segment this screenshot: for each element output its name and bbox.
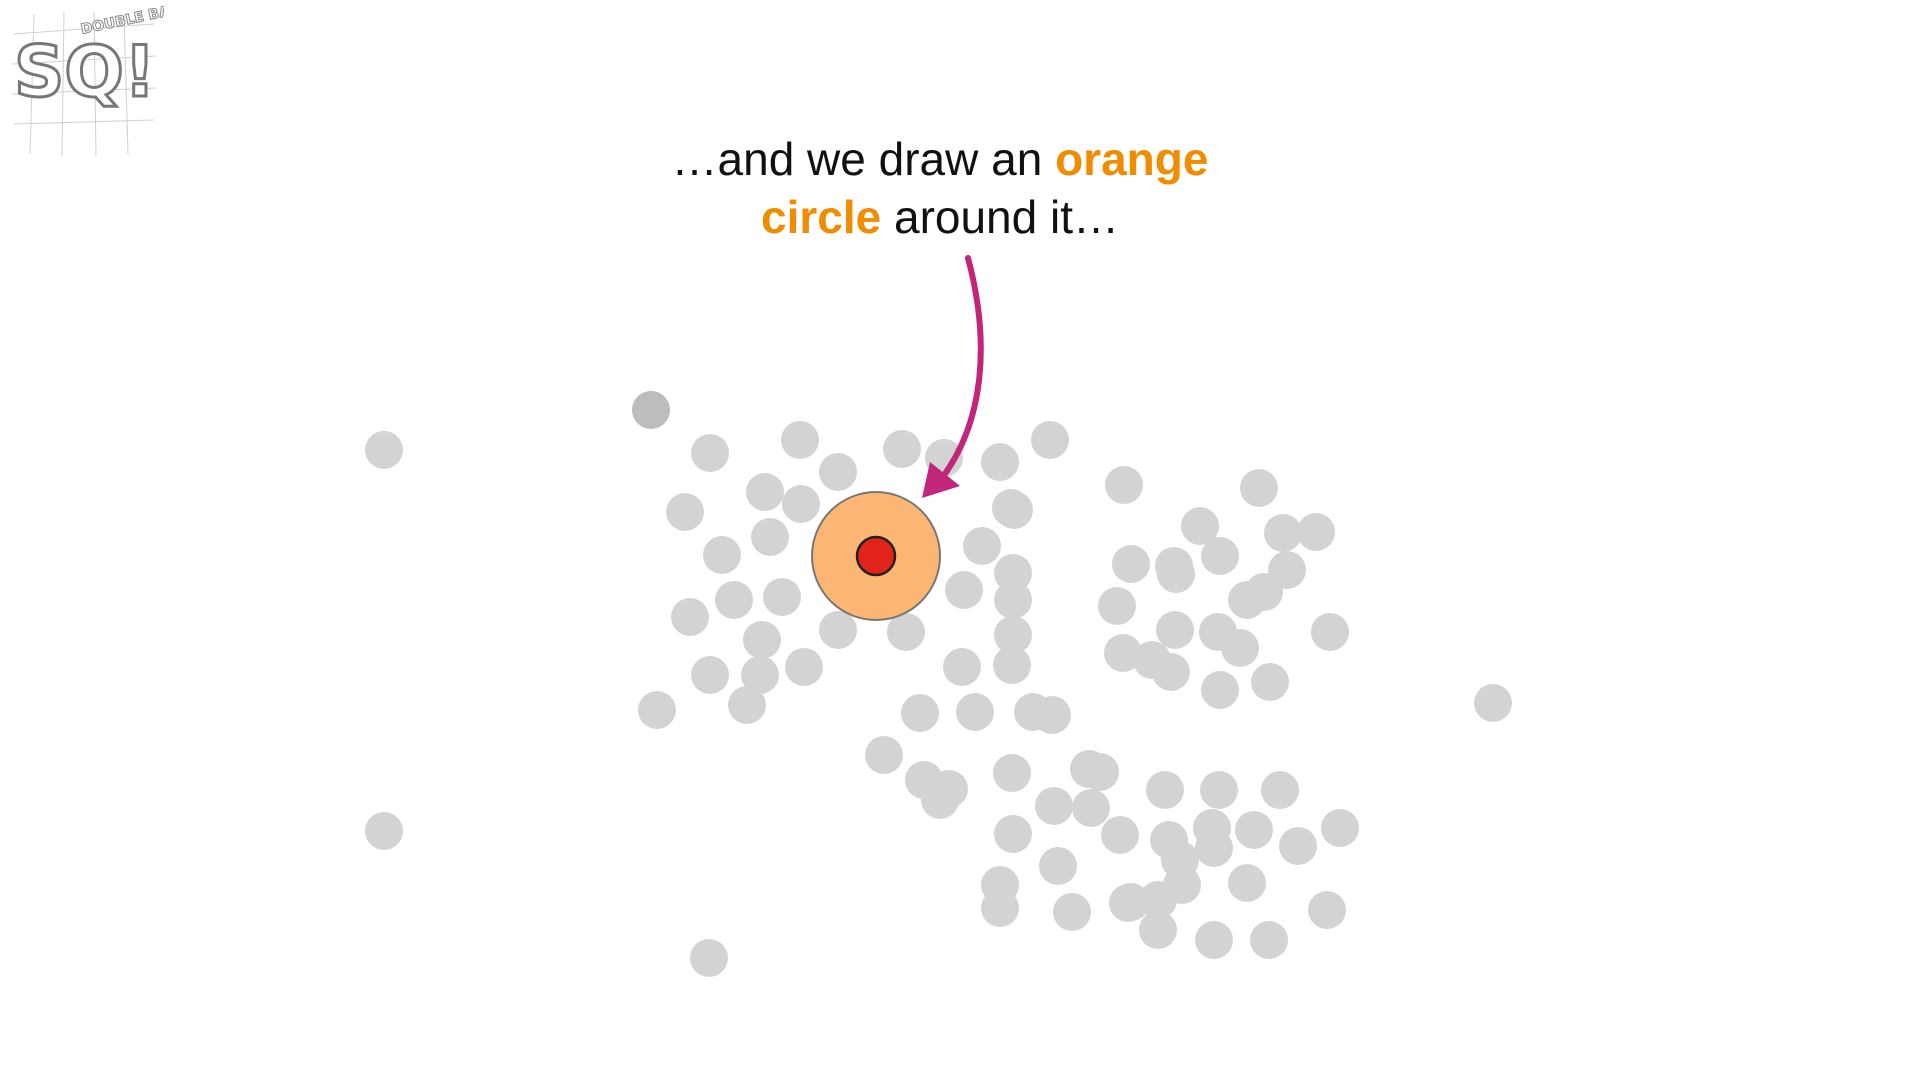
data-point: [981, 443, 1019, 481]
caption-part2: around it…: [881, 191, 1119, 243]
data-point: [994, 815, 1032, 853]
data-point: [703, 536, 741, 574]
data-point: [1264, 514, 1302, 552]
data-point: [741, 656, 779, 694]
data-point: [994, 581, 1032, 619]
logo-letters: SQ!: [14, 31, 156, 113]
caption-highlight-orange: orange: [1055, 133, 1209, 185]
data-point: [1200, 771, 1238, 809]
data-point: [781, 421, 819, 459]
data-point: [883, 430, 921, 468]
data-point: [1033, 696, 1071, 734]
data-point: [943, 648, 981, 686]
data-point: [743, 621, 781, 659]
data-point: [1221, 629, 1259, 667]
data-point: [1146, 771, 1184, 809]
data-point: [819, 611, 857, 649]
data-point: [1098, 587, 1136, 625]
statquest-logo-icon: SQ! DOUBLE BAM!!: [11, 4, 164, 157]
data-point: [1201, 671, 1239, 709]
data-point: [1039, 847, 1077, 885]
caption-part1: …and we draw an: [671, 133, 1056, 185]
data-point: [901, 694, 939, 732]
data-point: [785, 648, 823, 686]
data-point: [994, 554, 1032, 592]
data-point: [1155, 547, 1193, 585]
data-point: [746, 473, 784, 511]
data-point: [994, 616, 1032, 654]
data-point: [1156, 611, 1194, 649]
data-point: [956, 693, 994, 731]
data-point: [887, 613, 925, 651]
caption: …and we draw an orange circle around it…: [560, 130, 1320, 246]
data-point: [1031, 421, 1069, 459]
data-point: [945, 571, 983, 609]
data-point: [905, 761, 943, 799]
data-point: [763, 578, 801, 616]
data-point: [1279, 827, 1317, 865]
data-point: [1161, 841, 1199, 879]
data-point: [1240, 469, 1278, 507]
data-point: [691, 434, 729, 472]
data-point: [993, 754, 1031, 792]
data-point: [1101, 816, 1139, 854]
curved-arrow-icon: [922, 255, 984, 498]
data-point: [666, 493, 704, 531]
data-point: [1245, 573, 1283, 611]
data-point: [981, 889, 1019, 927]
data-point: [1250, 921, 1288, 959]
data-point: [1261, 771, 1299, 809]
data-point: [819, 453, 857, 491]
data-point: [1181, 507, 1219, 545]
data-point: [1081, 753, 1119, 791]
data-point: [751, 518, 789, 556]
data-point: [1297, 513, 1335, 551]
data-point: [691, 656, 729, 694]
data-point-dark: [632, 391, 670, 429]
data-point: [1139, 911, 1177, 949]
data-point: [993, 646, 1031, 684]
data-point: [638, 691, 676, 729]
data-point: [1193, 809, 1231, 847]
data-point: [1321, 809, 1359, 847]
data-point: [1228, 864, 1266, 902]
data-point: [1112, 883, 1150, 921]
data-point: [671, 598, 709, 636]
data-point: [365, 812, 403, 850]
data-point: [1195, 921, 1233, 959]
data-point: [1152, 653, 1190, 691]
data-point: [1251, 663, 1289, 701]
data-point: [1072, 789, 1110, 827]
data-point: [728, 686, 766, 724]
data-point: [1139, 881, 1177, 919]
data-point: [1201, 537, 1239, 575]
data-point: [782, 485, 820, 523]
data-point: [365, 431, 403, 469]
data-point: [1308, 891, 1346, 929]
data-point: [1112, 545, 1150, 583]
data-point: [1311, 613, 1349, 651]
core-point: [855, 535, 897, 577]
data-point: [1474, 684, 1512, 722]
data-point: [1104, 634, 1142, 672]
data-point: [1105, 466, 1143, 504]
data-point: [963, 527, 1001, 565]
data-point: [1235, 811, 1273, 849]
caption-highlight-circle: circle: [760, 191, 882, 243]
data-point: [715, 581, 753, 619]
data-point: [690, 939, 728, 977]
data-point: [1035, 787, 1073, 825]
data-point: [865, 736, 903, 774]
data-point: [1053, 893, 1091, 931]
data-point: [995, 491, 1033, 529]
